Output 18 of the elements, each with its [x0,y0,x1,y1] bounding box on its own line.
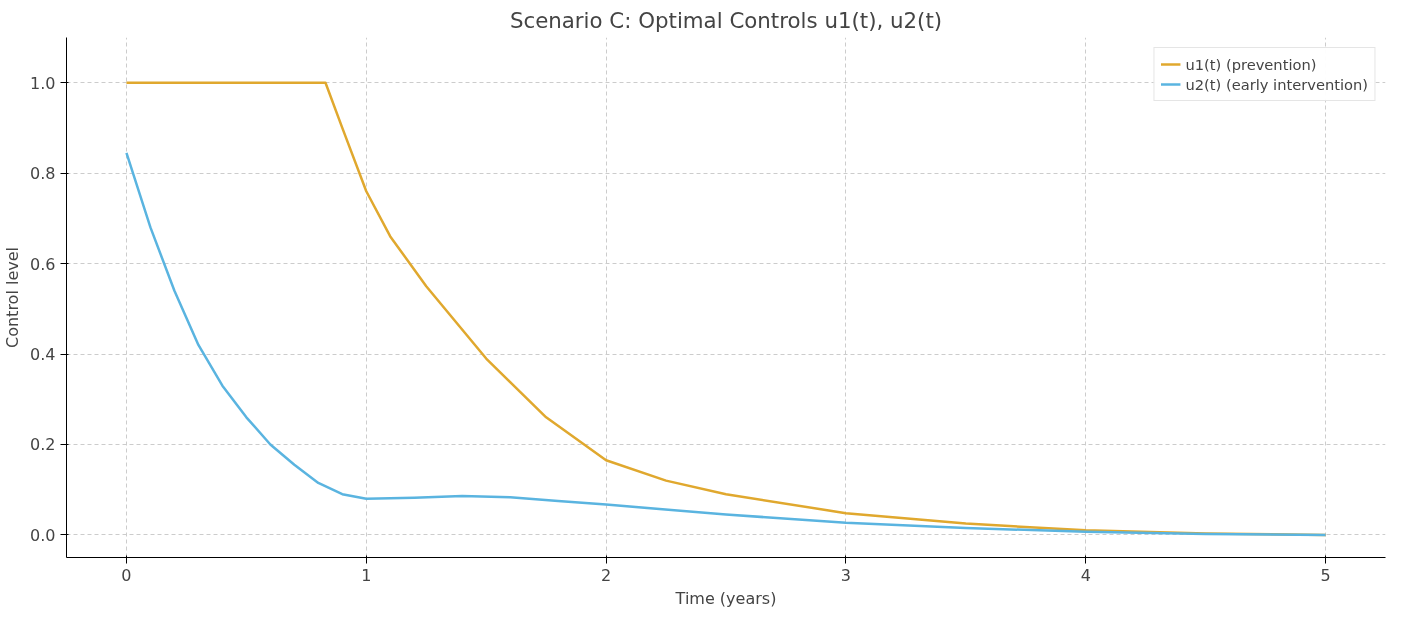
y-tick-label: 1.0 [30,73,56,93]
x-tick-label: 4 [1080,565,1091,585]
x-axis-title: Time (years) [674,588,777,608]
chart-title: Scenario C: Optimal Controls u1(t), u2(t) [509,7,943,33]
y-tick-label: 0.8 [30,164,56,184]
y-tick-label: 0.6 [30,254,56,274]
y-tick-label: 0.2 [30,435,56,455]
x-tick-label: 0 [121,565,132,585]
y-tick-label: 0.4 [30,345,56,365]
legend-label: u1(t) (prevention) [1185,55,1317,73]
y-axis-title: Control level [3,247,23,348]
x-tick-label: 2 [601,565,612,585]
x-tick-label: 3 [840,565,852,585]
line-series [125,151,1327,537]
x-tick-label: 5 [1320,565,1331,585]
legend-label: u2(t) (early intervention) [1185,75,1368,93]
x-tick-label: 1 [361,565,372,585]
y-tick-label: 0.0 [30,525,56,545]
